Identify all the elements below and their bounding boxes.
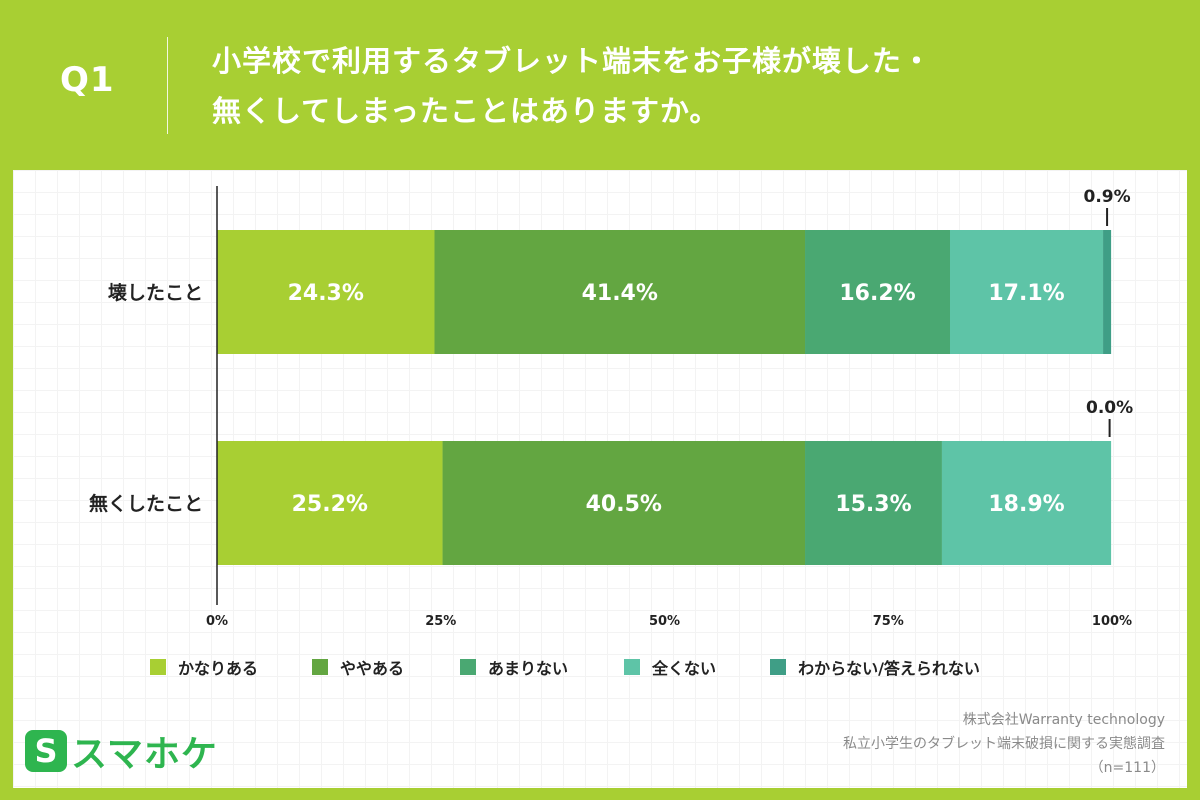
header: Q1 小学校で利用するタブレット端末をお子様が壊した・ 無くしてしまったことはあ… <box>0 0 1200 170</box>
source-company: 株式会社Warranty technology <box>962 712 1165 728</box>
brand-logo-text: スマホケ <box>71 734 218 775</box>
legend-swatch <box>624 659 641 675</box>
x-tick-label: 25% <box>425 614 456 629</box>
category-label: 壊したこと <box>108 282 203 304</box>
stacked-bar-chart: 壊したこと 24.3% 41.4% 16.2% 17.1% 0.9% 無くしたこと 25.2%… <box>89 186 1133 629</box>
legend-swatch <box>312 659 329 675</box>
bar-segment <box>950 230 1104 354</box>
legend-label: ややある <box>340 659 405 678</box>
bar-segment <box>941 441 1112 565</box>
question-number: Q1 <box>60 60 115 100</box>
legend-swatch <box>460 659 477 675</box>
bar-value-label: 0.9% <box>1083 187 1130 207</box>
question-title-line2: 無くしてしまったことはありますか。 <box>212 94 720 128</box>
legend-item: ややある <box>312 655 404 679</box>
header-divider <box>167 37 168 134</box>
x-tick-label: 0% <box>206 614 228 629</box>
x-tick-label: 100% <box>1092 614 1132 629</box>
legend-item: わからない/答えられない <box>770 655 980 679</box>
bar-segment <box>805 230 951 354</box>
bar-value-label: 15.3% <box>835 492 911 517</box>
question-title-line1: 小学校で利用するタブレット端末をお子様が壊した・ <box>212 44 933 78</box>
legend-label: わからない/答えられない <box>798 659 980 678</box>
bar-value-label: 24.3% <box>288 281 364 306</box>
brand-logo-mark: S <box>25 730 67 772</box>
x-tick-label: 50% <box>649 614 680 629</box>
legend-item: 全くない <box>624 655 716 679</box>
source-survey-title: 私立小学生のタブレット端末破損に関する実態調査 <box>843 736 1165 752</box>
bar-value-label: 40.5% <box>586 492 662 517</box>
chart-legend: かなりある ややある あまりない 全くない わからない/答えられない <box>150 652 980 682</box>
legend-label: かなりある <box>178 659 259 678</box>
legend-item: あまりない <box>460 655 568 679</box>
bar-value-label: 0.0% <box>1086 398 1133 418</box>
chart-panel: 壊したこと 24.3% 41.4% 16.2% 17.1% 0.9% 無くしたこと 25.2%… <box>13 170 1187 788</box>
bar-segment <box>805 441 942 565</box>
category-label: 無くしたこと <box>89 492 203 515</box>
bar-value-label: 16.2% <box>839 281 915 306</box>
source-sample-size: （n=111） <box>1089 760 1165 776</box>
x-tick-label: 75% <box>873 614 904 629</box>
question-title: 小学校で利用するタブレット端末をお子様が壊した・ 無くしてしまったことはあります… <box>212 36 1172 136</box>
bar-segment <box>217 230 435 354</box>
bar-value-label: 17.1% <box>988 281 1064 306</box>
legend-swatch <box>770 659 787 675</box>
bar-segment <box>442 441 806 565</box>
bar-segment <box>217 441 443 565</box>
bar-value-label: 18.9% <box>988 492 1064 517</box>
brand-logo: S スマホケ <box>25 726 218 776</box>
bar-value-label: 41.4% <box>582 281 658 306</box>
bar-value-label: 25.2% <box>292 492 368 517</box>
source-note: 株式会社Warranty technology 私立小学生のタブレット端末破損に… <box>843 708 1165 780</box>
legend-label: 全くない <box>652 659 717 678</box>
bar-segment <box>434 230 806 354</box>
legend-label: あまりない <box>488 659 569 678</box>
legend-swatch <box>150 659 166 675</box>
bar-segment <box>1103 230 1112 354</box>
legend-item: かなりある <box>150 655 258 679</box>
